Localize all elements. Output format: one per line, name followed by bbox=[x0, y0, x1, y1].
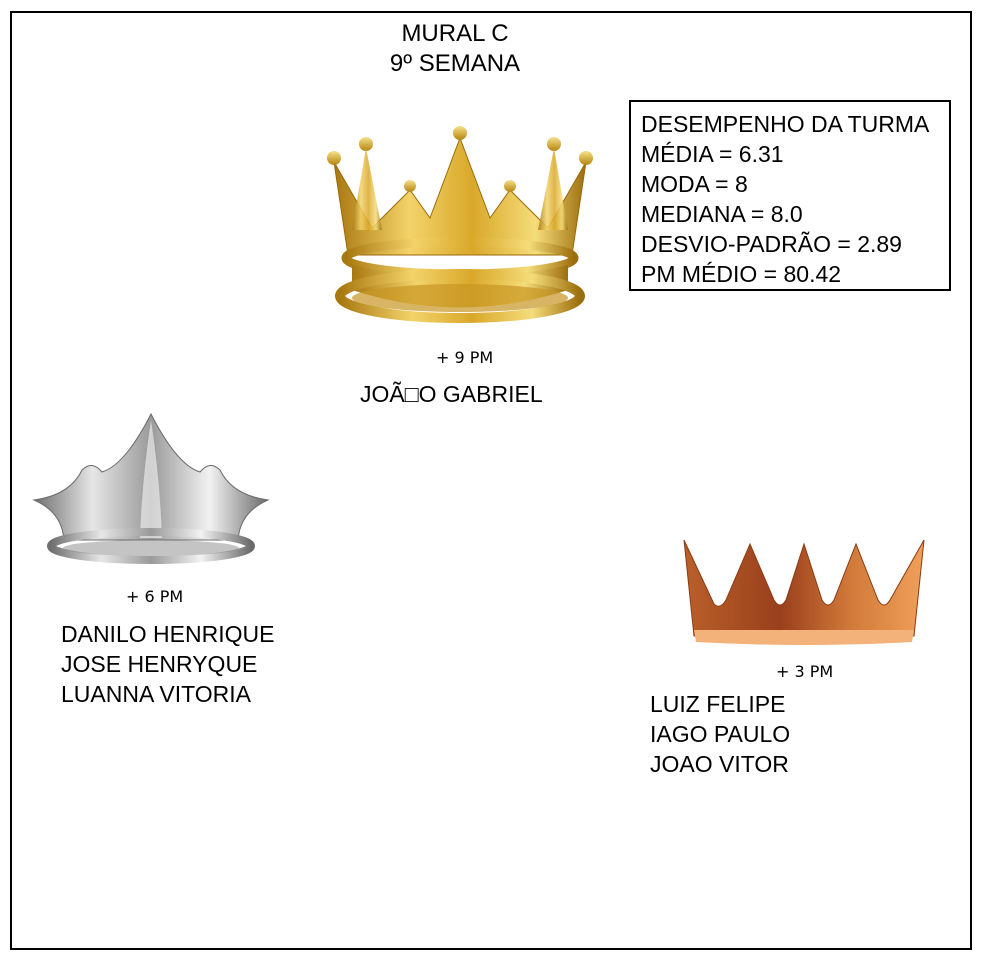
winner-name: LUANNA VITORIA bbox=[61, 681, 252, 707]
stats-heading: DESEMPENHO DA TURMA bbox=[641, 111, 930, 137]
bronze-winners-list: LUIZ FELIPE IAGO PAULO JOAO VITOR bbox=[650, 689, 790, 779]
stat-mode: MODA = 8 bbox=[641, 171, 748, 197]
winner-name: JOÃ□O GABRIEL bbox=[360, 381, 543, 407]
stat-std-dev: DESVIO-PADRÃO = 2.89 bbox=[641, 231, 902, 257]
winner-name: JOSE HENRYQUE bbox=[61, 651, 258, 677]
winner-name: DANILO HENRIQUE bbox=[61, 621, 275, 647]
winner-name: LUIZ FELIPE bbox=[650, 691, 786, 717]
silver-pm-bonus: + 6 PM bbox=[126, 587, 184, 606]
bronze-crown-icon bbox=[683, 539, 925, 645]
bronze-pm-bonus: + 3 PM bbox=[776, 662, 834, 681]
mural-frame bbox=[10, 11, 972, 950]
winner-name: IAGO PAULO bbox=[650, 721, 791, 747]
winner-name: JOAO VITOR bbox=[650, 751, 789, 777]
silver-winners-list: DANILO HENRIQUE JOSE HENRYQUE LUANNA VIT… bbox=[61, 619, 274, 709]
gold-crown-icon bbox=[327, 126, 593, 323]
stat-mean: MÉDIA = 6.31 bbox=[641, 141, 784, 167]
stat-avg-pm: PM MÉDIO = 80.42 bbox=[641, 261, 842, 287]
class-performance-box: DESEMPENHO DA TURMA MÉDIA = 6.31 MODA = … bbox=[629, 100, 951, 291]
gold-winners-list: JOÃ□O GABRIEL bbox=[360, 379, 543, 409]
week-label: 9º SEMANA bbox=[389, 50, 521, 77]
gold-pm-bonus: + 9 PM bbox=[436, 348, 494, 367]
stat-median: MEDIANA = 8.0 bbox=[641, 201, 803, 227]
silver-crown-icon bbox=[32, 412, 270, 564]
mural-title: MURAL C bbox=[401, 20, 509, 47]
